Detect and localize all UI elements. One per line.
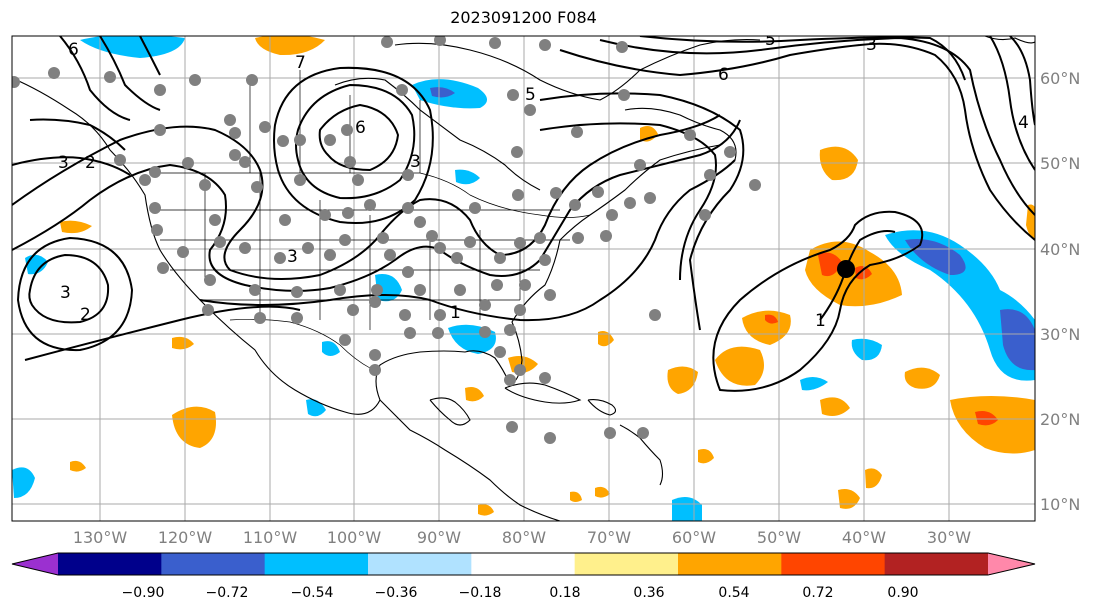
lat-label: 50°N	[1040, 154, 1080, 173]
colorbar-tick-label: 0.72	[802, 585, 833, 601]
colorbar-ticks: −0.90 −0.72 −0.54 −0.36 −0.18 0.18 0.36 …	[122, 585, 919, 601]
colorbar-segment	[471, 553, 576, 575]
colorbar-segment	[368, 553, 472, 575]
contour-label: 7	[295, 53, 306, 73]
map-title: 2023091200 F084	[450, 8, 597, 27]
contour-label: 3	[60, 283, 71, 303]
colorbar-tick-label: −0.36	[375, 585, 418, 601]
contour-label: 3	[866, 35, 877, 55]
contour-label: 3	[287, 247, 298, 267]
colorbar-tick-label: −0.54	[291, 585, 334, 601]
contour-label: 3	[58, 153, 69, 173]
lon-label: 130°W	[73, 528, 128, 547]
contour-label: 3	[410, 152, 421, 172]
lon-label: 40°W	[842, 528, 886, 547]
contour-label: 4	[1018, 113, 1029, 133]
longitude-labels: 130°W 120°W 110°W 100°W 90°W 80°W 70°W 6…	[73, 528, 971, 547]
colorbar-tick-label: 0.54	[718, 585, 749, 601]
contour-labels: 6 3 2 7 6 3 5 6 3 4 5 3 3 2 1 1	[58, 30, 1029, 331]
height-contours	[12, 36, 1035, 392]
colorbar-segment	[781, 553, 886, 575]
lon-label: 60°W	[672, 528, 716, 547]
lon-label: 110°W	[243, 528, 298, 547]
colorbar-tick-label: −0.18	[459, 585, 502, 601]
contour-label: 2	[80, 305, 91, 325]
lon-label: 90°W	[417, 528, 461, 547]
colorbar-tick-label: −0.72	[206, 585, 249, 601]
colorbar-segment	[884, 553, 989, 575]
contour-label: 6	[68, 40, 79, 60]
storm-center-marker	[837, 260, 855, 278]
contour-label: 1	[450, 303, 461, 323]
colorbar-segment	[264, 553, 369, 575]
lat-label: 30°N	[1040, 325, 1080, 344]
colorbar-outline	[11, 552, 1036, 576]
colorbar-extend-high	[988, 553, 1035, 575]
lon-label: 70°W	[587, 528, 631, 547]
lat-label: 40°N	[1040, 240, 1080, 259]
colorbar-segment	[678, 553, 782, 575]
colorbar-segment	[58, 553, 162, 575]
latitude-labels: 60°N 50°N 40°N 30°N 20°N 10°N	[1040, 69, 1080, 514]
colorbar-tick-label: 0.18	[549, 585, 580, 601]
lon-label: 100°W	[327, 528, 382, 547]
anomaly-shading	[12, 36, 1035, 521]
contour-label: 1	[815, 311, 826, 331]
contour-label: 5	[525, 85, 536, 105]
map-frame	[11, 35, 1036, 522]
lon-label: 80°W	[502, 528, 546, 547]
lat-label: 60°N	[1040, 69, 1080, 88]
contour-label: 2	[85, 153, 96, 173]
station-dots	[12, 36, 761, 444]
contour-label: 6	[718, 65, 729, 85]
lat-label: 10°N	[1040, 495, 1080, 514]
lon-label: 30°W	[927, 528, 971, 547]
lat-label: 20°N	[1040, 410, 1080, 429]
colorbar-segment	[161, 553, 266, 575]
colorbar-extend-low	[12, 553, 58, 575]
colorbar-segment	[574, 553, 679, 575]
contour-label: 6	[355, 118, 366, 138]
colorbar-tick-label: 0.90	[887, 585, 918, 601]
colorbar: −0.90 −0.72 −0.54 −0.36 −0.18 0.18 0.36 …	[11, 552, 1036, 601]
lon-label: 50°W	[757, 528, 801, 547]
lon-label: 120°W	[158, 528, 213, 547]
contour-label: 5	[765, 30, 776, 50]
colorbar-segments	[58, 553, 989, 575]
colorbar-tick-label: −0.90	[122, 585, 165, 601]
colorbar-tick-label: 0.36	[633, 585, 664, 601]
